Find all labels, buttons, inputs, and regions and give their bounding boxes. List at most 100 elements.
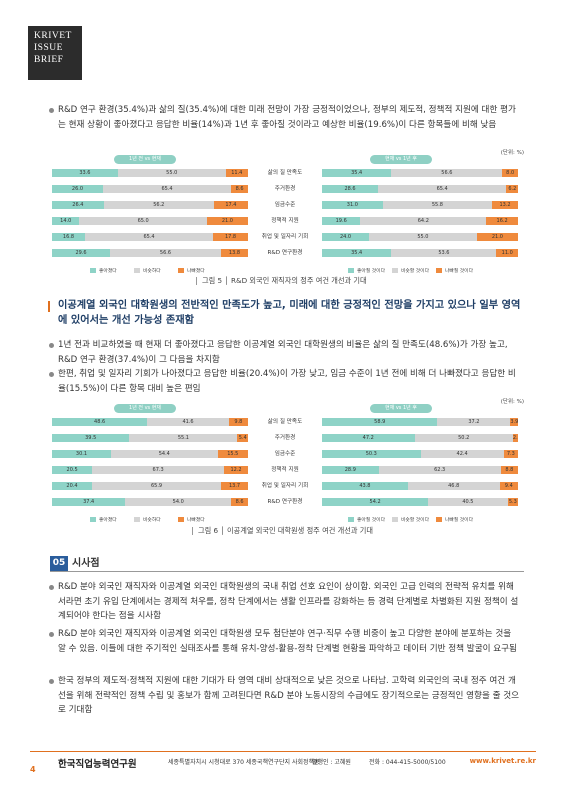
legend-swatch: [134, 517, 140, 522]
website-link[interactable]: www.krivet.re.kr: [469, 757, 536, 765]
bar-segment-same: 46.8: [407, 482, 500, 490]
bar-segment-worse: 15.5: [217, 450, 248, 458]
bar-segment-same: 55.0: [369, 233, 477, 241]
bar-segment-same: 50.2: [414, 434, 513, 442]
chart-figure-6: 1년 전 vs 현재 현재 vs 1년 후 48.6 41.6 9.8 58.9 37.2 3…: [52, 404, 522, 523]
bar-segment-worse: 2.6: [512, 434, 518, 442]
krivet-logo: KRIVET ISSUE BRIEF: [28, 26, 82, 80]
right-bar-row: 47.250.22.6: [322, 434, 518, 442]
bar-segment-worse: 13.7: [221, 482, 248, 490]
bar-segment-worse: 5.3: [507, 498, 518, 506]
bar-segment-same: 64.2: [360, 217, 487, 225]
chart1-unit: (단위: %): [500, 150, 524, 156]
right-bar-row: 43.8 46.8 9.4: [322, 482, 518, 490]
legend-swatch: [178, 268, 184, 273]
bar-segment-worse: 5.4: [237, 434, 248, 442]
footer-divider: [30, 751, 536, 752]
bar-segment-good: 28.6: [322, 185, 379, 193]
category-label: R&D 연구환경: [267, 499, 303, 505]
legend-swatch: [178, 517, 184, 522]
section-number: 05: [50, 556, 68, 571]
left-bar-row: 33.6 55.0 11.4: [52, 169, 248, 177]
bar-segment-good: 29.6: [52, 249, 111, 257]
category-label: 삶의 질 만족도: [267, 419, 303, 425]
bar-segment-good: 58.9: [322, 418, 438, 426]
bar-segment-good: 26.0: [52, 185, 103, 193]
bar-segment-same: 65.9: [91, 482, 222, 490]
footer-phone: 전화 : 044-415-5000/5100: [369, 759, 446, 766]
bar-segment-same: 55.1: [129, 434, 238, 442]
bar-segment-good: 30.1: [52, 450, 111, 458]
org-name: 한국직업능력연구원: [58, 759, 137, 770]
right-legend-item: 좋아질 것이다: [348, 517, 385, 524]
chart-right-title: 현재 vs 1년 후: [370, 155, 432, 164]
section-heading: 이공계열 외국인 대학원생의 전반적인 만족도가 높고, 미래에 대한 긍정적인…: [48, 298, 528, 328]
left-bar-row: 20.5 67.3 12.2: [52, 466, 248, 474]
category-label: 취업 및 일자리 기회: [261, 234, 309, 240]
bar-segment-good: 31.0: [322, 201, 383, 209]
chart-figure-5: 1년 전 vs 현재 현재 vs 1년 후 33.6 55.0 11.4 35.4 56.6…: [52, 155, 522, 274]
bar-segment-worse: 6.2: [506, 185, 519, 193]
chart-left-title: 1년 전 vs 현재: [114, 155, 176, 164]
bar-segment-worse: 21.0: [206, 217, 248, 225]
figure-5-caption: 그림 5 │ R&D 외국인 재직자의 정주 여건 개선과 기대: [196, 276, 367, 286]
category-label: R&D 연구환경: [267, 250, 303, 256]
page-number: 4: [30, 765, 36, 774]
legend-swatch: [90, 517, 96, 522]
left-legend-item: 좋아졌다: [90, 517, 117, 524]
category-label: 임금수준: [274, 202, 296, 208]
bullet-item: 한국 정부의 제도적·정책적 지원에 대한 기대가 타 영역 대비 상대적으로 …: [49, 674, 520, 718]
right-bar-row: 50.3 42.4 7.3: [322, 450, 518, 458]
bar-segment-good: 47.2: [322, 434, 415, 442]
bar-segment-worse: 3.9: [510, 418, 518, 426]
right-bar-row: 31.0 55.8 13.2: [322, 201, 518, 209]
bullet-item: 한편, 취업 및 일자리 기회가 나아졌다고 응답한 비율(20.4%)이 가장…: [49, 367, 520, 396]
right-legend-item: 나빠질 것이다: [436, 517, 473, 524]
bar-segment-worse: 17.8: [213, 233, 248, 241]
bar-segment-good: 16.8: [52, 233, 85, 241]
bar-segment-worse: 8.6: [231, 185, 248, 193]
legend-swatch: [90, 268, 96, 273]
bar-segment-good: 54.2: [322, 498, 429, 506]
right-bar-row: 35.4 56.6 8.0: [322, 169, 518, 177]
chart-right-title: 현재 vs 1년 후: [370, 404, 432, 413]
legend-swatch: [348, 517, 354, 522]
chart-left-title: 1년 전 vs 현재: [114, 404, 176, 413]
section-title: 시사점: [72, 558, 100, 569]
bar-segment-good: 39.5: [52, 434, 130, 442]
left-bar-row: 39.5 55.1 5.4: [52, 434, 248, 442]
left-legend-item: 나빠졌다: [178, 517, 205, 524]
bar-segment-same: 56.6: [391, 169, 503, 177]
legend-swatch: [436, 517, 442, 522]
category-label: 주거환경: [274, 435, 296, 441]
bullet-icon: [49, 632, 54, 637]
bullet-icon: [49, 585, 54, 590]
bullet-icon: [49, 372, 54, 377]
bar-segment-good: 35.4: [322, 169, 392, 177]
bar-segment-same: 42.4: [420, 450, 504, 458]
left-legend-item: 좋아졌다: [90, 268, 117, 275]
bar-segment-worse: 8.0: [502, 169, 518, 177]
right-bar-row: 35.4 53.6 11.0: [322, 249, 518, 257]
left-bar-row: 30.1 54.4 15.5: [52, 450, 248, 458]
bullet-icon: [49, 343, 54, 348]
bar-segment-good: 50.3: [322, 450, 421, 458]
bar-segment-good: 48.6: [52, 418, 148, 426]
bar-segment-same: 54.0: [125, 498, 232, 506]
intro-bullet: R&D 연구 환경(35.4%)과 삶의 질(35.4%)에 대한 미래 전망이…: [49, 103, 520, 132]
bullet-icon: [49, 108, 54, 113]
bar-segment-same: 55.8: [382, 201, 493, 209]
bar-segment-good: 14.0: [52, 217, 80, 225]
bar-segment-same: 55.0: [117, 169, 226, 177]
bar-segment-worse: 13.8: [220, 249, 248, 257]
category-label: 정책적 지원: [271, 467, 299, 473]
bar-segment-worse: 11.0: [496, 249, 518, 257]
left-legend-item: 비슷하다: [134, 268, 161, 275]
bullet-icon: [49, 679, 54, 684]
bar-segment-same: 65.4: [84, 233, 214, 241]
bar-segment-same: 41.6: [147, 418, 229, 426]
category-label: 주거환경: [274, 186, 296, 192]
left-bar-row: 16.8 65.4 17.8: [52, 233, 248, 241]
left-legend-item: 나빠졌다: [178, 268, 205, 275]
right-bar-row: 28.6 65.4 6.2: [322, 185, 519, 193]
